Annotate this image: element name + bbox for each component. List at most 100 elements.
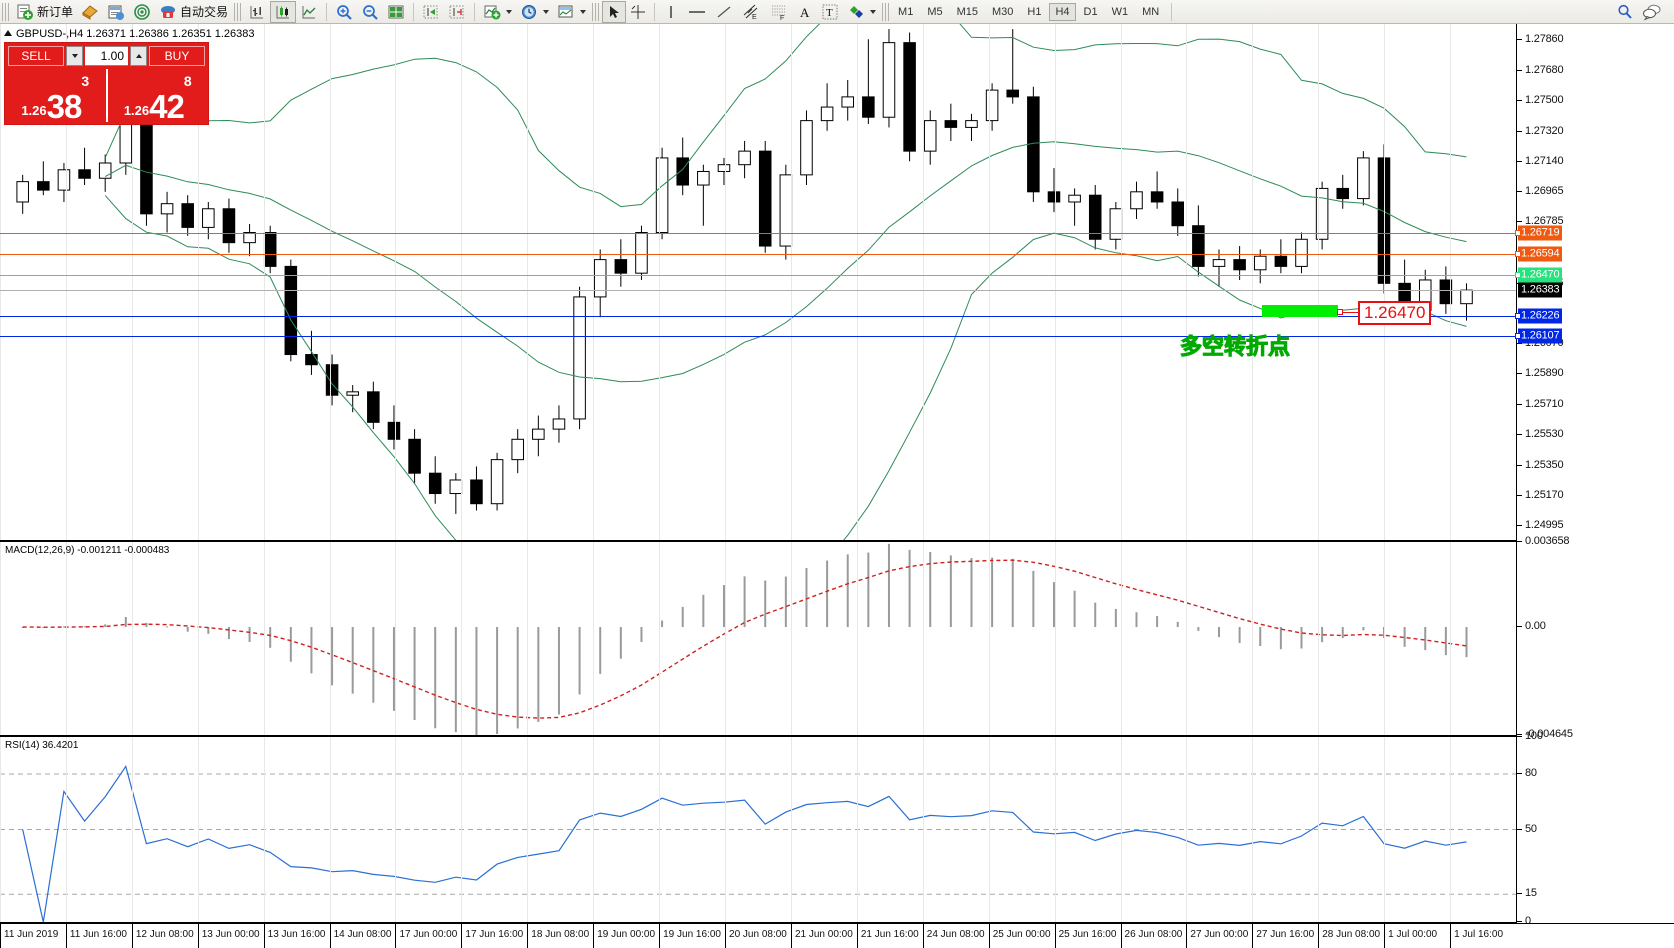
chart-gridline bbox=[790, 542, 792, 735]
volume-increase-button[interactable] bbox=[130, 46, 147, 66]
new-order-button[interactable]: 新订单 bbox=[12, 1, 77, 23]
price-badge-resistance-line[interactable]: 1.26594 bbox=[1518, 246, 1563, 262]
macd-histogram-bar bbox=[1341, 627, 1344, 639]
timeframe-mn[interactable]: MN bbox=[1142, 5, 1160, 18]
timeframe-d1[interactable]: D1 bbox=[1083, 5, 1098, 18]
price-line-handle[interactable] bbox=[1515, 271, 1521, 278]
search-button[interactable] bbox=[1612, 1, 1638, 23]
expert-advisors-button[interactable] bbox=[77, 1, 103, 23]
one-click-trading-panel[interactable]: SELL 1.00 BUY 1.26 38 3 1.26 42 8 bbox=[4, 42, 209, 125]
price-flag-anchor[interactable] bbox=[1337, 309, 1343, 315]
price-badge-support-line[interactable]: 1.26226 bbox=[1518, 308, 1563, 324]
sell-price-display[interactable]: 1.26 38 3 bbox=[5, 67, 106, 124]
chart-gridline bbox=[65, 24, 67, 540]
price-line-handle[interactable] bbox=[1515, 229, 1521, 236]
timeframe-m15[interactable]: M15 bbox=[956, 5, 978, 18]
macd-chart-svg bbox=[21, 543, 1468, 735]
chat-button[interactable] bbox=[1638, 1, 1666, 23]
signals-button[interactable] bbox=[129, 1, 155, 23]
metaeditor-button[interactable] bbox=[103, 1, 129, 23]
bar-chart-button[interactable] bbox=[244, 1, 270, 23]
level-line-resistance-line[interactable] bbox=[0, 253, 1516, 255]
rsi-pane[interactable]: RSI(14) 36.4201 bbox=[0, 736, 1516, 923]
chart-plot-wrapper[interactable]: 多空转折点 1.26470 MACD(12,26,9) -0.001211 -0… bbox=[0, 24, 1516, 923]
macd-histogram-bar bbox=[681, 606, 684, 628]
periods-caret-icon[interactable] bbox=[543, 9, 550, 14]
level-line-pivot-line[interactable] bbox=[0, 274, 1516, 276]
price-line-handle[interactable] bbox=[1515, 313, 1521, 320]
zoom-in-button[interactable] bbox=[331, 1, 357, 23]
timeframe-m30[interactable]: M30 bbox=[992, 5, 1014, 18]
toolbar-grip-1[interactable] bbox=[2, 2, 9, 21]
candlestick bbox=[1150, 171, 1164, 209]
timeframe-h4[interactable]: H4 bbox=[1049, 2, 1076, 21]
level-line-resistance-line[interactable] bbox=[0, 232, 1516, 234]
price-line-handle[interactable] bbox=[1515, 250, 1521, 257]
candlestick bbox=[511, 429, 524, 474]
arrows-tool[interactable] bbox=[843, 1, 880, 23]
chart-gridline bbox=[1318, 24, 1320, 540]
crosshair-tool[interactable] bbox=[626, 1, 650, 23]
price-axis[interactable]: 1.27860 1.27680 1.27500 1.27320 1.27140 1.269… bbox=[1515, 24, 1674, 927]
arrows-caret-icon[interactable] bbox=[870, 9, 877, 14]
buy-button[interactable]: BUY bbox=[149, 46, 205, 66]
time-axis-label: 11 Jun 2019 bbox=[4, 929, 59, 940]
volume-input[interactable]: 1.00 bbox=[85, 46, 128, 66]
buy-price-display[interactable]: 1.26 42 8 bbox=[108, 67, 209, 124]
timeframe-h1[interactable]: H1 bbox=[1027, 5, 1042, 18]
periods-button[interactable] bbox=[516, 1, 553, 23]
auto-trading-button[interactable]: 自动交易 bbox=[155, 1, 232, 23]
timeframe-w1[interactable]: W1 bbox=[1111, 5, 1129, 18]
auto-scroll-button[interactable] bbox=[418, 1, 444, 23]
current-price-line bbox=[0, 289, 1516, 291]
toolbar-grip-4[interactable] bbox=[882, 2, 890, 21]
toolbar-separator-4 bbox=[654, 2, 656, 21]
crosshair-icon bbox=[631, 4, 646, 19]
vertical-line-tool[interactable] bbox=[659, 1, 683, 23]
horizontal-line-icon bbox=[689, 10, 706, 13]
trade-panel-quotes: 1.26 38 3 1.26 42 8 bbox=[5, 67, 208, 124]
toolbar-grip-3[interactable] bbox=[592, 2, 600, 21]
line-chart-button[interactable] bbox=[296, 1, 322, 23]
price-tick bbox=[1517, 130, 1522, 132]
macd-histogram-bar bbox=[1465, 627, 1468, 658]
price-badge-support-line[interactable]: 1.26107 bbox=[1518, 328, 1563, 344]
sell-button[interactable]: SELL bbox=[8, 46, 64, 66]
level-line-support-line[interactable] bbox=[0, 316, 1516, 318]
candlestick-chart-button[interactable] bbox=[270, 0, 297, 23]
volume-decrease-button[interactable] bbox=[66, 46, 83, 66]
chart-shift-button[interactable] bbox=[444, 1, 470, 23]
level-line-support-line[interactable] bbox=[0, 336, 1516, 338]
fibonacci-tool[interactable]: F bbox=[765, 1, 793, 23]
chart-area[interactable]: 多空转折点 1.26470 MACD(12,26,9) -0.001211 -0… bbox=[0, 24, 1674, 948]
horizontal-line-tool[interactable] bbox=[683, 1, 711, 23]
templates-caret-icon[interactable] bbox=[580, 9, 587, 14]
time-axis-label: 21 Jun 16:00 bbox=[860, 929, 919, 940]
macd-histogram-bar bbox=[1362, 627, 1365, 631]
price-tick bbox=[1517, 495, 1522, 497]
price-line-handle[interactable] bbox=[1515, 333, 1521, 340]
time-axis[interactable]: 11 Jun 2019 11 Jun 16:00 12 Jun 08:00 13 Ju… bbox=[0, 923, 1674, 948]
zoom-out-button[interactable] bbox=[357, 1, 383, 23]
price-pane[interactable]: 多空转折点 1.26470 bbox=[0, 24, 1516, 541]
collapse-triangle-icon[interactable] bbox=[4, 30, 12, 36]
price-badge-resistance-line[interactable]: 1.26719 bbox=[1518, 225, 1563, 241]
label-tool[interactable]: T bbox=[817, 1, 843, 23]
tile-windows-button[interactable] bbox=[383, 1, 409, 23]
cursor-tool[interactable] bbox=[602, 0, 627, 23]
timeframe-m1[interactable]: M1 bbox=[898, 5, 914, 18]
price-badge-current-price[interactable]: 1.26383 bbox=[1518, 282, 1563, 298]
indicators-button[interactable] bbox=[479, 1, 516, 23]
price-tick-label: 1.27860 bbox=[1525, 33, 1564, 46]
macd-pane[interactable]: MACD(12,26,9) -0.001211 -0.000483 bbox=[0, 541, 1516, 736]
timeframe-m5[interactable]: M5 bbox=[927, 5, 943, 18]
trendline-tool[interactable] bbox=[711, 1, 737, 23]
equidistant-channel-tool[interactable]: E bbox=[737, 1, 765, 23]
text-tool[interactable]: A bbox=[793, 1, 817, 23]
templates-button[interactable] bbox=[553, 1, 590, 23]
candlestick bbox=[408, 429, 421, 484]
indicators-caret-icon[interactable] bbox=[506, 9, 513, 14]
toolbar-grip-2[interactable] bbox=[234, 2, 242, 21]
price-badge-pivot-line[interactable]: 1.26470 bbox=[1518, 267, 1563, 283]
price-flag-label[interactable]: 1.26470 bbox=[1358, 301, 1432, 325]
